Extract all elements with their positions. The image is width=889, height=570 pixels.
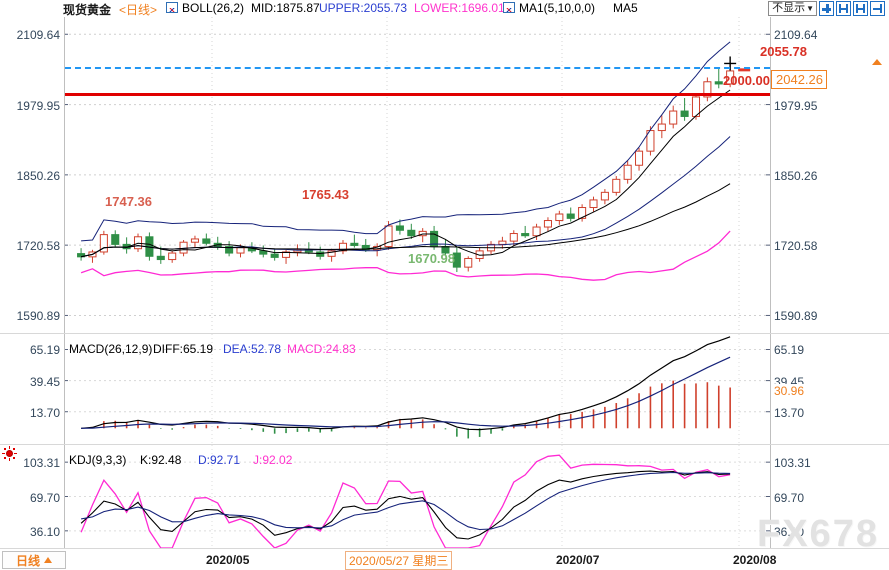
indicator-header: 现货黄金 <日线> BOLL(26,2) MID:1875.87 UPPER:2…: [0, 0, 889, 17]
macd-current-value-box: 30.96: [772, 383, 807, 398]
plot-right-border: [770, 17, 771, 333]
high-marker-line: [65, 66, 770, 69]
alert-price-line: [65, 92, 770, 96]
macd-plot-area[interactable]: [64, 334, 770, 444]
macd-axis-right-label: 65.19: [774, 343, 805, 358]
swing-high-annotation-mid: 1765.43: [302, 187, 349, 202]
macd-axis-right-label: 13.70: [774, 405, 805, 420]
kdj-axis-right-label: 36.10: [774, 524, 805, 539]
boll-mid-value: MID:1875.87: [251, 1, 320, 15]
high-annotation: 2055.78: [760, 44, 807, 59]
boll-indicator-icon[interactable]: [166, 1, 180, 15]
kdj-axis-right-label: 69.70: [774, 490, 805, 505]
macd-svg: [64, 334, 770, 444]
swing-low-annotation: 1670.98: [408, 251, 455, 266]
triangle-up-icon: [44, 557, 52, 563]
boll-lower-value: LOWER:1696.01: [414, 1, 505, 15]
kdj-right-border: [770, 445, 771, 548]
price-axis-left-label: 1590.89: [16, 309, 60, 324]
display-mode-select[interactable]: 不显示 ▼: [768, 1, 817, 16]
symbol-name: 现货黄金: [63, 3, 112, 17]
last-price-box: 2042.26: [771, 70, 827, 89]
chart-toolbar: 不显示 ▼: [768, 1, 885, 16]
swing-high-annotation-left: 1747.36: [105, 194, 152, 209]
alert-price-label: 2000.00: [723, 73, 770, 88]
price-axis-right-label: 1979.95: [774, 98, 818, 113]
price-axis-right-label: 2109.64: [774, 28, 818, 43]
expand-range-button[interactable]: [853, 1, 868, 16]
boll-label: BOLL(26,2): [182, 1, 245, 15]
date-tick-2: 2020/08: [733, 553, 777, 567]
price-axis-left-label: 1720.58: [16, 239, 60, 254]
chevron-down-icon: ▼: [806, 4, 814, 13]
price-panel: 1590.89 1720.58 1850.26 1979.95 2109.64 1590…: [0, 17, 889, 333]
kdj-axis-right-label: 103.31: [774, 456, 811, 471]
kdj-axis-left-label: 103.31: [23, 456, 60, 471]
kdj-axis-left-label: 69.70: [29, 490, 60, 505]
date-tick-1: 2020/07: [556, 553, 600, 567]
kdj-plot-area[interactable]: [64, 445, 770, 548]
kdj-title: KDJ(9,3,3): [69, 453, 127, 467]
price-axis-right-label: 1720.58: [774, 239, 818, 254]
price-axis-left-label: 1979.95: [16, 98, 60, 113]
macd-dea-value: DEA:52.78: [223, 342, 282, 356]
period-selector-label: 日线: [15, 553, 40, 568]
plot-left-border: [64, 17, 65, 333]
macd-axis-left-label: 13.70: [29, 405, 60, 420]
kdj-j-value: J:92.02: [253, 453, 293, 467]
macd-left-border: [64, 334, 65, 444]
kdj-svg: [64, 445, 770, 548]
move-crosshair-button[interactable]: [819, 1, 834, 16]
time-axis-footer: 日线 2020/05 2020/05/27 星期三 2020/07 2020/0…: [0, 548, 889, 570]
price-axis-left-label: 1850.26: [16, 168, 60, 183]
kdj-left-border: [64, 445, 65, 548]
period-selector-button[interactable]: 日线: [2, 551, 66, 569]
cursor-date-label: 2020/05/27 星期三: [345, 551, 453, 570]
price-axis-right-label: 1850.26: [774, 168, 818, 183]
alert-sun-icon[interactable]: [2, 446, 17, 461]
macd-title: MACD(26,12,9): [69, 342, 153, 356]
date-tick-0: 2020/05: [206, 553, 250, 567]
macd-macd-value: MACD:24.83: [287, 342, 356, 356]
price-plot-area[interactable]: [64, 17, 770, 333]
period-tag[interactable]: <日线>: [119, 3, 158, 17]
candlestick-svg: [64, 17, 770, 333]
kdj-panel: 36.10 69.70 103.31 36.10 69.70 103.31 KDJ(9,…: [0, 445, 889, 548]
macd-axis-left-label: 65.19: [29, 343, 60, 358]
price-arrow-up-icon: [872, 59, 882, 65]
panel-divider-1: [0, 333, 889, 334]
ma-series-label: MA5: [613, 1, 638, 15]
price-axis-left-label: 2109.64: [16, 28, 60, 43]
shift-right-button[interactable]: [870, 1, 885, 16]
kdj-axis-left-label: 36.10: [29, 524, 60, 539]
fit-horizontal-button[interactable]: [836, 1, 851, 16]
macd-panel: 13.70 39.45 65.19 13.70 39.45 65.19 MACD(26,…: [0, 334, 889, 444]
macd-diff-value: DIFF:65.19: [153, 342, 214, 356]
ma-indicator-icon[interactable]: [503, 1, 517, 15]
kdj-k-value: K:92.48: [140, 453, 182, 467]
macd-right-border: [770, 334, 771, 444]
price-axis-right-label: 1590.89: [774, 309, 818, 324]
ma-label: MA1(5,10,0,0): [519, 1, 596, 15]
kdj-d-value: D:92.71: [198, 453, 241, 467]
boll-upper-value: UPPER:2055.73: [319, 1, 408, 15]
display-mode-value: 不显示: [772, 2, 806, 14]
panel-divider-2: [0, 444, 889, 445]
macd-axis-left-label: 39.45: [29, 374, 60, 389]
